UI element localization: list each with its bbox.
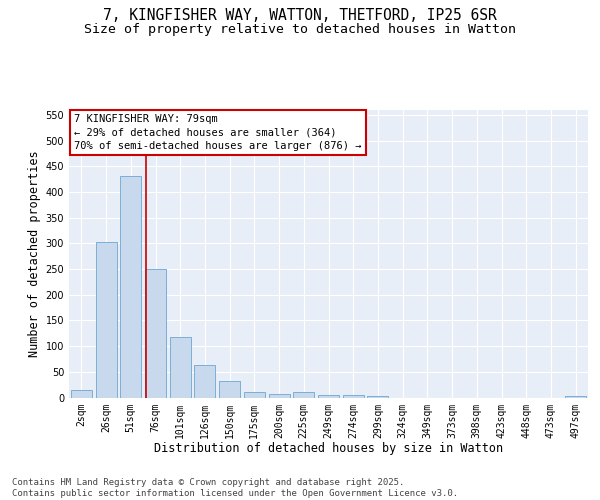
Bar xyxy=(145,269,166,398)
Y-axis label: Number of detached properties: Number of detached properties xyxy=(28,150,41,357)
Bar xyxy=(269,394,290,398)
Text: Contains HM Land Registry data © Crown copyright and database right 2025.
Contai: Contains HM Land Registry data © Crown c… xyxy=(12,478,458,498)
Bar xyxy=(293,392,314,398)
Bar xyxy=(219,380,240,398)
Bar xyxy=(95,242,116,398)
Text: 7, KINGFISHER WAY, WATTON, THETFORD, IP25 6SR: 7, KINGFISHER WAY, WATTON, THETFORD, IP2… xyxy=(103,8,497,22)
Text: Size of property relative to detached houses in Watton: Size of property relative to detached ho… xyxy=(84,22,516,36)
Bar xyxy=(565,396,586,398)
Bar xyxy=(367,396,388,398)
X-axis label: Distribution of detached houses by size in Watton: Distribution of detached houses by size … xyxy=(154,442,503,455)
Bar xyxy=(170,338,191,398)
Text: 7 KINGFISHER WAY: 79sqm
← 29% of detached houses are smaller (364)
70% of semi-d: 7 KINGFISHER WAY: 79sqm ← 29% of detache… xyxy=(74,114,362,150)
Bar xyxy=(244,392,265,398)
Bar xyxy=(120,176,141,398)
Bar xyxy=(318,395,339,398)
Bar xyxy=(343,396,364,398)
Bar xyxy=(71,390,92,398)
Bar xyxy=(194,364,215,398)
